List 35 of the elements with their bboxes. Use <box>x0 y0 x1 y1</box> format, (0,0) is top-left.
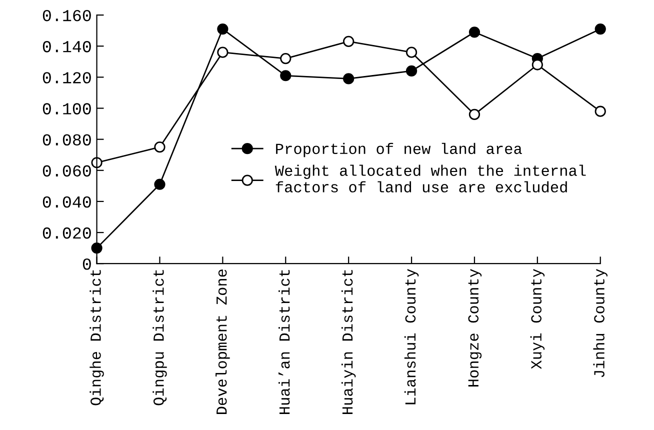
point <box>406 65 418 77</box>
x-tick-label: Lianshui County <box>404 268 419 404</box>
y-tick-label: 0.080 <box>42 134 91 146</box>
point <box>343 36 354 48</box>
point <box>280 70 292 82</box>
y-tick-label: 0.100 <box>42 103 91 114</box>
point <box>217 23 228 35</box>
point <box>594 23 606 35</box>
point <box>343 73 354 84</box>
point <box>594 106 606 117</box>
point <box>280 52 292 64</box>
x-tick-label: Jinhu County <box>593 268 608 378</box>
y-tick-label: 0 <box>82 258 91 270</box>
x-tick-label: Huai’an District <box>278 270 290 414</box>
y-tick-label: 0.020 <box>42 227 91 239</box>
y-tick-label: 0.060 <box>42 165 91 177</box>
point <box>154 178 166 190</box>
y-tick-label: 0.040 <box>42 196 91 208</box>
x-tick-label: Xuyi County <box>530 268 545 370</box>
point <box>468 108 480 120</box>
point <box>154 142 166 153</box>
point <box>406 46 418 58</box>
x-tick-label: Development Zone <box>216 269 230 414</box>
y-tick-label: 0.160 <box>42 10 91 22</box>
x-tick-label: Qingpu District <box>152 270 167 406</box>
legend-label: Weight allocated when the internal factors of land use are excluded <box>274 164 586 192</box>
point <box>532 59 543 70</box>
point <box>468 26 480 38</box>
legend-label: Proportion of new land area <box>276 142 522 158</box>
x-tick-label: Qinghe District <box>90 270 104 406</box>
x-tick-label: Huaiyin District <box>341 270 356 414</box>
x-tick-label: Hongze County <box>468 268 482 386</box>
y-tick-label: 0.120 <box>42 72 91 84</box>
y-tick-label: 0.140 <box>42 41 91 52</box>
point <box>217 46 228 58</box>
